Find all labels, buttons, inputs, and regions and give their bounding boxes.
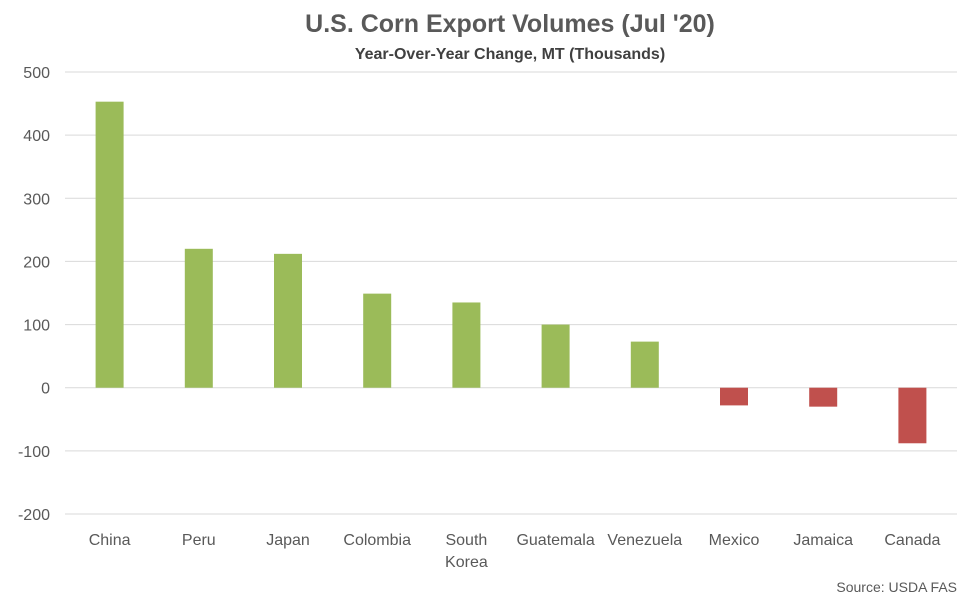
- x-category-label-line: Colombia: [343, 532, 411, 549]
- bar: [630, 341, 659, 388]
- x-category-label-line: Mexico: [709, 532, 760, 549]
- y-tick-label: -200: [18, 507, 50, 524]
- x-category-label: Peru: [182, 532, 216, 549]
- y-axis-ticks: 500 400 300 200 100 0 -100 -200: [18, 65, 50, 524]
- x-category-label: Venezuela: [607, 532, 682, 549]
- x-category-label: Japan: [266, 532, 310, 549]
- x-category-label: China: [89, 532, 131, 549]
- bar: [184, 248, 213, 388]
- bar: [809, 387, 838, 407]
- x-axis-labels: China Peru Japan Colombia South Korea Guatemal…: [89, 532, 941, 571]
- x-category-label-line: China: [89, 532, 131, 549]
- y-tick-label: 500: [23, 65, 50, 82]
- x-category-label-line: Venezuela: [607, 532, 682, 549]
- source-note: Source: USDA FAS: [836, 579, 957, 595]
- x-category-label: Jamaica: [793, 532, 853, 549]
- y-tick-label: 400: [23, 128, 50, 145]
- chart-title: U.S. Corn Export Volumes (Jul '20): [305, 10, 715, 38]
- y-tick-label: 0: [41, 381, 50, 398]
- bar: [452, 302, 481, 388]
- bar: [363, 293, 392, 388]
- bars: [95, 101, 927, 444]
- x-category-label-line: Korea: [445, 554, 488, 571]
- bar: [898, 387, 927, 444]
- y-tick-label: 200: [23, 254, 50, 271]
- chart-subtitle: Year-Over-Year Change, MT (Thousands): [355, 46, 665, 63]
- x-category-label: Guatemala: [516, 532, 594, 549]
- bar: [720, 387, 748, 406]
- bar: [541, 324, 570, 388]
- y-tick-label: 300: [23, 191, 50, 208]
- x-category-label-line: South: [445, 532, 487, 549]
- y-tick-label: -100: [18, 444, 50, 461]
- gridlines: [65, 71, 957, 515]
- x-category-label-line: Canada: [884, 532, 940, 549]
- x-category-label-line: Peru: [182, 532, 216, 549]
- x-category-label-line: Jamaica: [793, 532, 853, 549]
- x-category-label: Mexico: [709, 532, 760, 549]
- bar: [95, 101, 124, 388]
- x-category-label: South Korea: [445, 532, 488, 571]
- x-category-label: Colombia: [343, 532, 411, 549]
- x-category-label-line: Guatemala: [516, 532, 594, 549]
- x-category-label: Canada: [884, 532, 940, 549]
- x-category-label-line: Japan: [266, 532, 310, 549]
- y-tick-label: 100: [23, 318, 50, 335]
- bar: [274, 253, 302, 388]
